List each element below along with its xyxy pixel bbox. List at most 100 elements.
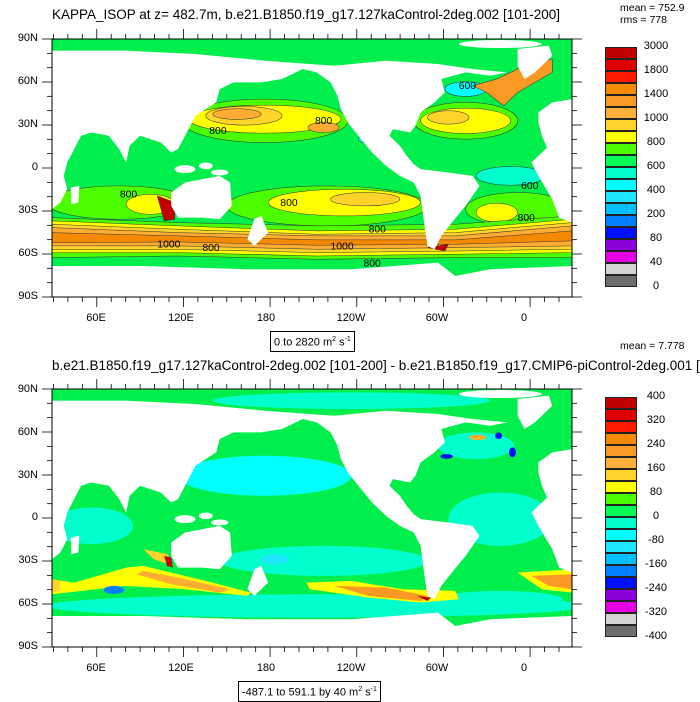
units-exponent: -1 [344,336,351,343]
colorbar-box [605,155,637,167]
colorbar-box [605,541,637,553]
lat-label: 90N [17,32,38,44]
colorbar-label: 40 [649,256,663,268]
contour-label: 800 [209,126,227,137]
colorbar-box [605,191,637,203]
contour-label: 800 [315,116,333,127]
contour-label: 800 [280,198,298,209]
lat-label: 60S [18,597,38,609]
colorbar-box [605,457,637,469]
colorbar-box [605,589,637,601]
lon-label: 180 [256,662,276,674]
lat-label: 90S [18,290,38,302]
lat-label: 60N [17,426,38,438]
bottom-colorbar [605,397,637,637]
top-panel-title: KAPPA_ISOP at z= 482.7m, b.e21.B1850.f19… [52,7,560,22]
lat-label: 90N [17,383,38,395]
bottom-panel-title: b.e21.B1850.f19_g17.127kaControl-2deg.00… [52,358,700,373]
colorbar-label: 600 [646,160,666,172]
colorbar-label: 3000 [643,40,669,52]
range-text: 0 to 2820 [274,336,320,349]
colorbar-label: -320 [644,606,668,618]
contour-label: 800 [363,259,381,270]
colorbar-box [605,565,637,577]
colorbar-box [605,59,637,71]
lat-label: 0 [31,511,38,523]
colorbar-box [605,517,637,529]
colorbar-box [605,469,637,481]
contour-label: 800 [120,190,138,201]
contour-label: 600 [521,181,539,192]
colorbar-label: 1000 [643,112,669,124]
lon-label: 120W [336,662,366,674]
colorbar-box [605,119,637,131]
colorbar-box [605,553,637,565]
bottom-range-label: -487.1 to 591.1 by 40 m2 s-1 [238,681,381,702]
lon-label: 60E [86,312,106,324]
lon-label: 0 [520,662,528,674]
contour-label: 800 [369,225,387,236]
colorbar-label: 80 [649,486,663,498]
top-rms: rms = 778 [620,14,667,26]
bottom-map [52,389,572,647]
colorbar-box [605,47,637,59]
top-mean: mean = 752.9 [620,2,685,14]
colorbar-box [605,131,637,143]
colorbar-label: 240 [646,438,666,450]
lat-label: 60N [17,75,38,87]
lon-label: 180 [256,312,276,324]
colorbar-box [605,275,637,287]
colorbar-box [605,397,637,409]
colorbar-label: 320 [646,414,666,426]
contour-label: 800 [518,213,536,224]
lat-label: 90S [18,640,38,652]
units: s [362,686,371,699]
units: s [336,336,345,349]
colorbar-box [605,433,637,445]
lon-label: 120W [336,312,366,324]
lon-label: 60W [425,312,449,324]
colorbar-label: 400 [646,390,666,402]
colorbar-label: -160 [644,558,668,570]
colorbar-box [605,83,637,95]
range-text: -487.1 to 591.1 by 40 [242,686,346,699]
contour-label: 600 [459,81,477,92]
colorbar-box [605,107,637,119]
colorbar-box [605,95,637,107]
lat-label: 30S [18,554,38,566]
colorbar-box [605,263,637,275]
colorbar-box [605,167,637,179]
axis-ticks [42,29,582,307]
colorbar-label: 1400 [643,88,669,100]
lat-label: 60S [18,247,38,259]
colorbar-box [605,227,637,239]
bottom-mean: mean = 7.778 [620,340,685,352]
colorbar-box [605,203,637,215]
colorbar-label: 400 [646,184,666,196]
top-range-label: 0 to 2820 m2 s-1 [270,331,355,352]
lon-label: 120E [168,312,194,324]
colorbar-box [605,445,637,457]
units-exponent: 2 [358,686,363,693]
lat-label: 30N [17,469,38,481]
lat-label: 30S [18,204,38,216]
top-map: 600 800 800 800 800 800 1000 800 1000 80… [52,39,572,297]
colorbar-box [605,613,637,625]
top-colorbar [605,47,637,287]
colorbar-label: 800 [646,136,666,148]
colorbar-box [605,505,637,517]
colorbar-box [605,215,637,227]
contour-label: 1000 [157,240,180,251]
top-map-plot: 600 800 800 800 800 800 1000 800 1000 80… [42,29,582,307]
units-exponent: 2 [332,336,337,343]
lat-label: 0 [31,161,38,173]
colorbar-box [605,409,637,421]
lat-label: 30N [17,118,38,130]
colorbar-box [605,529,637,541]
lon-label: 0 [520,312,528,324]
colorbar-box [605,239,637,251]
colorbar-label: 160 [646,462,666,474]
colorbar-label: 1800 [643,64,669,76]
colorbar-box [605,251,637,263]
colorbar-label: 200 [646,208,666,220]
